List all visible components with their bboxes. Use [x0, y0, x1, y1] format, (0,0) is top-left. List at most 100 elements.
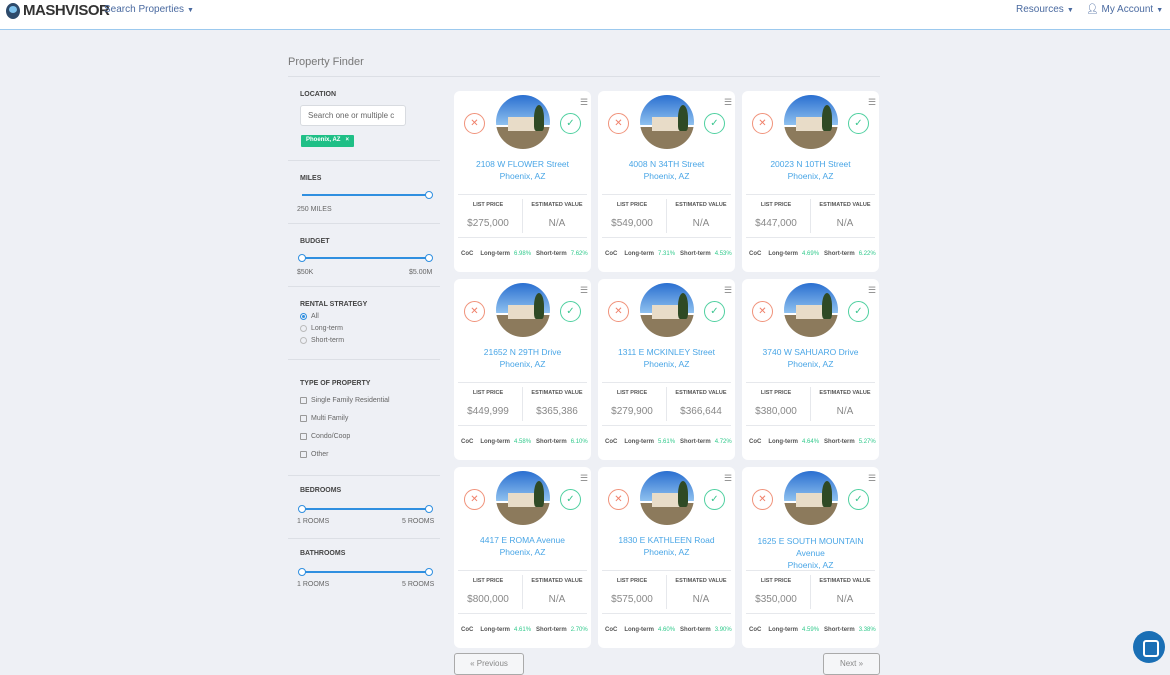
accept-button[interactable]: ✓	[560, 301, 581, 322]
accept-button[interactable]: ✓	[704, 489, 725, 510]
property-photo[interactable]	[496, 95, 550, 149]
radio-long-term[interactable]: Long-term	[300, 325, 343, 332]
street[interactable]: 20023 N 10TH Street	[770, 159, 851, 169]
street[interactable]: 1311 E MCKINLEY Street	[617, 347, 715, 357]
property-address[interactable]: 3740 W SAHUARO Drive Phoenix, AZ	[748, 346, 873, 370]
long-term-label: Long-term	[480, 439, 511, 445]
property-address[interactable]: 1625 E SOUTH MOUNTAIN Avenue Phoenix, AZ	[748, 535, 873, 571]
slider-min-handle[interactable]	[298, 568, 306, 576]
property-address[interactable]: 2108 W FLOWER Street Phoenix, AZ	[460, 158, 585, 182]
property-photo[interactable]	[640, 283, 694, 337]
reject-button[interactable]: ✕	[464, 489, 485, 510]
street[interactable]: 1625 E SOUTH MOUNTAIN Avenue	[757, 536, 864, 558]
menu-icon[interactable]: ☰	[580, 473, 589, 483]
street[interactable]: 2108 W FLOWER Street	[475, 159, 570, 169]
property-address[interactable]: 20023 N 10TH Street Phoenix, AZ	[748, 158, 873, 182]
slider-min-handle[interactable]	[298, 254, 306, 262]
street[interactable]: 4417 E ROMA Avenue	[480, 535, 565, 545]
slider-max-handle[interactable]	[425, 254, 433, 262]
menu-icon[interactable]: ☰	[724, 97, 733, 107]
street[interactable]: 4008 N 34TH Street	[628, 159, 705, 169]
property-card[interactable]: ✕ ✓ ☰ 21652 N 29TH Drive Phoenix, AZ LIST…	[454, 279, 591, 460]
property-card[interactable]: ✕ ✓ ☰ 3740 W SAHUARO Drive Phoenix, AZ LI…	[742, 279, 879, 460]
menu-icon[interactable]: ☰	[580, 97, 589, 107]
menu-icon[interactable]: ☰	[724, 473, 733, 483]
reject-button[interactable]: ✕	[608, 301, 629, 322]
resources-menu[interactable]: Resources ▼	[1016, 4, 1074, 15]
reject-button[interactable]: ✕	[608, 113, 629, 134]
city[interactable]: Phoenix, AZ	[499, 359, 546, 369]
reject-button[interactable]: ✕	[752, 113, 773, 134]
property-photo[interactable]	[784, 471, 838, 525]
radio-short-term[interactable]: Short-term	[300, 337, 344, 344]
menu-icon[interactable]: ☰	[868, 473, 877, 483]
street[interactable]: 1830 E KATHLEEN Road	[618, 535, 715, 545]
city[interactable]: Phoenix, AZ	[787, 560, 834, 570]
previous-button[interactable]: « Previous	[454, 653, 524, 675]
reject-button[interactable]: ✕	[464, 301, 485, 322]
property-photo[interactable]	[784, 283, 838, 337]
accept-button[interactable]: ✓	[848, 489, 869, 510]
location-search-input[interactable]: Search one or multiple c	[300, 105, 406, 126]
property-card[interactable]: ✕ ✓ ☰ 4417 E ROMA Avenue Phoenix, AZ LIST…	[454, 467, 591, 648]
property-address[interactable]: 4008 N 34TH Street Phoenix, AZ	[604, 158, 729, 182]
reject-button[interactable]: ✕	[752, 301, 773, 322]
slider-handle[interactable]	[425, 191, 433, 199]
my-account-menu[interactable]: 👤︎ My Account ▼	[1086, 4, 1163, 15]
property-card[interactable]: ✕ ✓ ☰ 1311 E MCKINLEY Street Phoenix, AZ …	[598, 279, 735, 460]
property-card[interactable]: ✕ ✓ ☰ 2108 W FLOWER Street Phoenix, AZ LI…	[454, 91, 591, 272]
radio-all[interactable]: All	[300, 313, 319, 320]
next-button[interactable]: Next »	[823, 653, 880, 675]
accept-button[interactable]: ✓	[560, 113, 581, 134]
property-photo[interactable]	[496, 283, 550, 337]
logo[interactable]: MASHVISOR	[6, 2, 110, 19]
city[interactable]: Phoenix, AZ	[643, 171, 690, 181]
reject-button[interactable]: ✕	[608, 489, 629, 510]
property-photo[interactable]	[640, 95, 694, 149]
miles-slider[interactable]	[302, 191, 433, 199]
menu-icon[interactable]: ☰	[724, 285, 733, 295]
accept-button[interactable]: ✓	[704, 113, 725, 134]
property-card[interactable]: ✕ ✓ ☰ 20023 N 10TH Street Phoenix, AZ LIS…	[742, 91, 879, 272]
budget-slider[interactable]	[298, 254, 433, 262]
city[interactable]: Phoenix, AZ	[499, 547, 546, 557]
property-card[interactable]: ✕ ✓ ☰ 4008 N 34TH Street Phoenix, AZ LIST…	[598, 91, 735, 272]
slider-min-handle[interactable]	[298, 505, 306, 513]
accept-button[interactable]: ✓	[848, 113, 869, 134]
property-address[interactable]: 4417 E ROMA Avenue Phoenix, AZ	[460, 534, 585, 558]
property-photo[interactable]	[496, 471, 550, 525]
checkbox-multi-family[interactable]: Multi Family	[300, 415, 348, 422]
menu-icon[interactable]: ☰	[580, 285, 589, 295]
property-address[interactable]: 1311 E MCKINLEY Street Phoenix, AZ	[604, 346, 729, 370]
menu-icon[interactable]: ☰	[868, 97, 877, 107]
checkbox-other[interactable]: Other	[300, 451, 329, 458]
checkbox-condo[interactable]: Condo/Coop	[300, 433, 350, 440]
accept-button[interactable]: ✓	[704, 301, 725, 322]
city[interactable]: Phoenix, AZ	[643, 359, 690, 369]
city[interactable]: Phoenix, AZ	[643, 547, 690, 557]
accept-button[interactable]: ✓	[560, 489, 581, 510]
property-address[interactable]: 1830 E KATHLEEN Road Phoenix, AZ	[604, 534, 729, 558]
bedrooms-slider[interactable]	[298, 505, 433, 513]
property-address[interactable]: 21652 N 29TH Drive Phoenix, AZ	[460, 346, 585, 370]
bathrooms-slider[interactable]	[298, 568, 433, 576]
search-properties-menu[interactable]: Search Properties ▼	[104, 4, 194, 15]
street[interactable]: 21652 N 29TH Drive	[483, 347, 562, 357]
city[interactable]: Phoenix, AZ	[499, 171, 546, 181]
reject-button[interactable]: ✕	[464, 113, 485, 134]
checkbox-single-family[interactable]: Single Family Residential	[300, 397, 390, 404]
city[interactable]: Phoenix, AZ	[787, 171, 834, 181]
chip-remove-icon[interactable]: ×	[345, 137, 349, 143]
slider-max-handle[interactable]	[425, 505, 433, 513]
property-card[interactable]: ✕ ✓ ☰ 1830 E KATHLEEN Road Phoenix, AZ LI…	[598, 467, 735, 648]
property-card[interactable]: ✕ ✓ ☰ 1625 E SOUTH MOUNTAIN Avenue Phoeni…	[742, 467, 879, 648]
street[interactable]: 3740 W SAHUARO Drive	[762, 347, 859, 357]
property-photo[interactable]	[640, 471, 694, 525]
property-photo[interactable]	[784, 95, 838, 149]
accept-button[interactable]: ✓	[848, 301, 869, 322]
city[interactable]: Phoenix, AZ	[787, 359, 834, 369]
slider-max-handle[interactable]	[425, 568, 433, 576]
reject-button[interactable]: ✕	[752, 489, 773, 510]
menu-icon[interactable]: ☰	[868, 285, 877, 295]
chat-widget-icon[interactable]	[1133, 631, 1165, 663]
